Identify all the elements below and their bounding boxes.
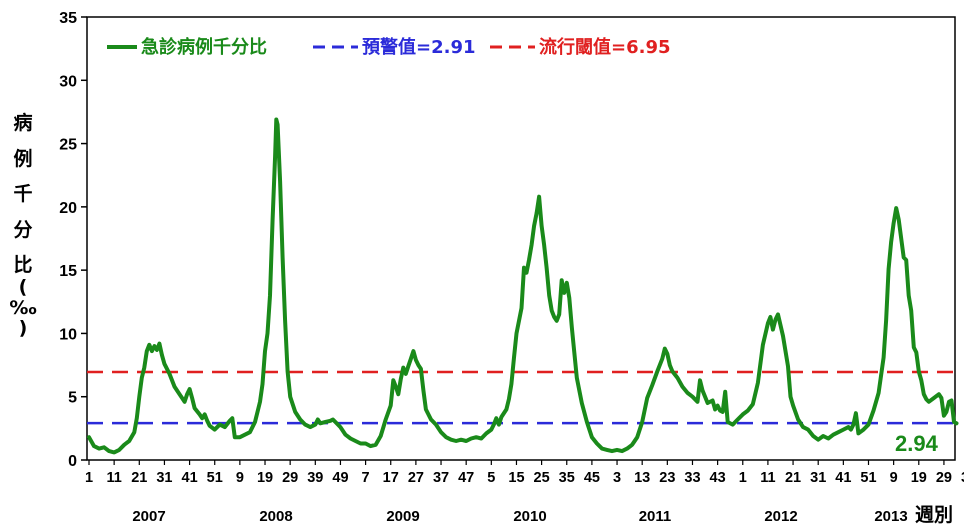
year-label: 2010 xyxy=(513,508,546,525)
y-tick-label: 35 xyxy=(59,10,77,27)
legend: 急診病例千分比 預警值=2.91 流行閾值=6.95 xyxy=(107,36,671,58)
year-labels: 2007 2008 2009 2010 2011 2012 2013 xyxy=(132,508,907,525)
year-label: 2009 xyxy=(386,508,419,525)
x-tick-label: 9 xyxy=(236,470,244,486)
x-tick-label: 21 xyxy=(131,470,147,486)
x-tick-label: 51 xyxy=(860,470,876,486)
x-tick-label: 51 xyxy=(207,470,223,486)
x-tick-label: 25 xyxy=(534,470,550,486)
legend-label-alert: 預警值=2.91 xyxy=(362,36,476,58)
x-tick-label: 19 xyxy=(257,470,273,486)
year-label: 2008 xyxy=(259,508,292,525)
y-axis-label-char: 千 xyxy=(13,183,32,205)
y-axis-label-char: ) xyxy=(19,317,28,339)
legend-label-threshold: 流行閾值=6.95 xyxy=(539,36,671,58)
y-tick-label: 0 xyxy=(68,453,77,470)
y-tick-label: 10 xyxy=(59,326,77,343)
y-axis-label: 病例千分比(‰) xyxy=(9,111,36,339)
x-tick-label: 49 xyxy=(332,470,348,486)
x-tick-label: 3 xyxy=(613,470,621,486)
x-tick-label: 17 xyxy=(383,470,399,486)
x-tick-label: 1 xyxy=(85,470,93,486)
x-tick-label: 11 xyxy=(760,470,775,486)
x-tick-label: 11 xyxy=(106,470,121,486)
y-axis-ticks: 0 5 10 15 20 25 30 35 xyxy=(59,10,87,470)
reference-lines xyxy=(87,370,955,425)
y-axis-label-char: 病 xyxy=(13,111,32,134)
x-tick-label: 37 xyxy=(433,470,449,486)
x-tick-label: 47 xyxy=(458,470,474,486)
x-tick-label: 41 xyxy=(835,470,851,486)
x-tick-label: 41 xyxy=(182,470,198,486)
x-tick-label: 23 xyxy=(659,470,675,486)
y-tick-label: 5 xyxy=(68,390,77,407)
x-axis-ticks: 1 11 21 31 41 51 9 19 29 39 49 7 17 27 37 47 5 15 25 35 45 3 1… xyxy=(85,460,964,486)
x-tick-label: 43 xyxy=(710,470,726,486)
legend-label-ed-rate: 急診病例千分比 xyxy=(141,36,267,58)
x-axis-label: 週別 xyxy=(915,504,953,526)
y-axis-label-char: 例 xyxy=(13,147,32,170)
x-tick-label: 15 xyxy=(508,470,524,486)
y-tick-label: 20 xyxy=(59,200,77,217)
x-tick-label: 35 xyxy=(559,470,575,486)
x-tick-label: 21 xyxy=(785,470,801,486)
plot-area xyxy=(86,16,956,461)
x-tick-label: 5 xyxy=(487,470,495,486)
x-tick-label: 13 xyxy=(634,470,650,486)
series-line-ed-rate xyxy=(87,117,959,455)
year-label: 2011 xyxy=(639,508,672,525)
y-tick-label: 30 xyxy=(59,73,77,90)
y-tick-label: 25 xyxy=(59,137,77,154)
x-tick-label: 1 xyxy=(739,470,747,486)
x-tick-label: 19 xyxy=(911,470,927,486)
x-tick-label: 29 xyxy=(282,470,298,486)
last-value-annotation: 2.94 xyxy=(895,431,939,456)
x-tick-label: 31 xyxy=(156,470,172,486)
year-label: 2007 xyxy=(132,508,165,525)
x-tick-label: 7 xyxy=(362,470,370,486)
x-tick-label: 9 xyxy=(890,470,898,486)
x-tick-label: 31 xyxy=(810,470,826,486)
year-label: 2013 xyxy=(874,508,907,525)
year-label: 2012 xyxy=(764,508,797,525)
y-axis-label-char: ( xyxy=(19,276,28,298)
y-axis-label-char: ‰ xyxy=(9,297,36,319)
y-axis-label-char: 比 xyxy=(13,254,32,276)
y-axis-label-char: 分 xyxy=(13,219,32,241)
x-tick-label: 45 xyxy=(584,470,600,486)
x-tick-label: 29 xyxy=(936,470,952,486)
x-tick-label: 33 xyxy=(684,470,700,486)
x-tick-label: 39 xyxy=(307,470,323,486)
x-tick-label: 27 xyxy=(408,470,424,486)
y-tick-label: 15 xyxy=(59,263,77,280)
x-tick-label: 39 xyxy=(961,470,964,486)
